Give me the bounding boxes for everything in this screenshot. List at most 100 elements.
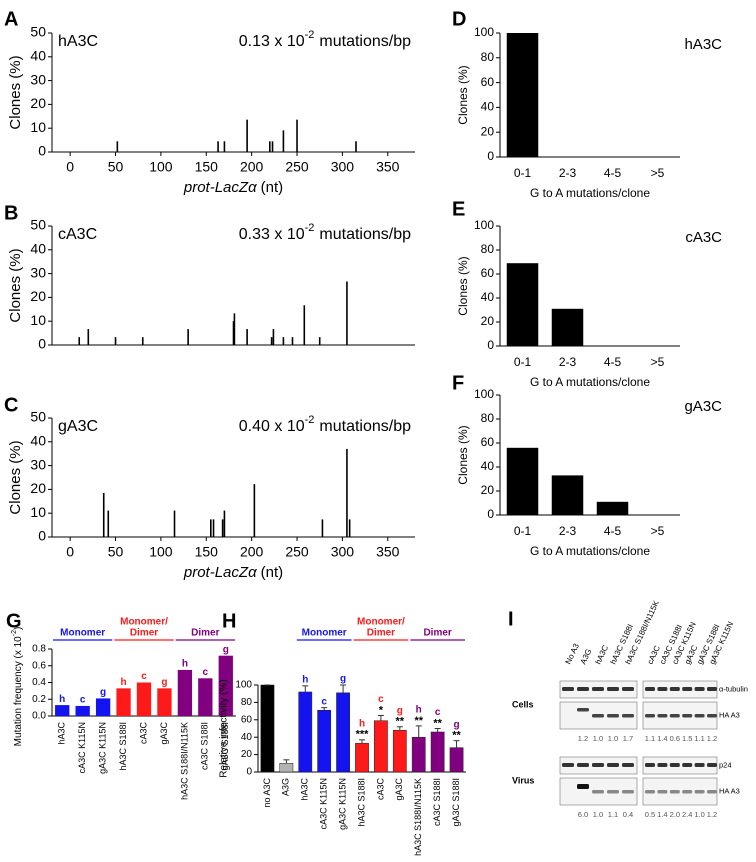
quantification: 2.0 [670,810,680,819]
panel-letter: E [452,198,465,220]
x-tick-label: 4-5 [604,166,622,180]
quantification: 1.1 [645,734,655,743]
blot-band [562,763,574,767]
y-tick-label: 30 [30,264,46,280]
panel-letter: A [4,8,18,30]
quantification: 1.0 [593,810,603,819]
quantification: 0.5 [645,810,655,819]
error-bar [453,740,460,748]
mutation-rate-exponent: -2 [305,414,315,426]
bar [260,684,275,773]
blot-band [645,790,655,794]
y-tick-label: 80 [481,411,495,425]
blot-band [657,790,668,794]
y-tick-label: 40 [481,290,495,304]
x-tick-label: 250 [285,544,309,560]
error-bar [321,707,328,711]
y-tick-label: 0 [38,528,46,544]
blot-band [707,790,717,794]
error-bar [340,684,347,693]
y-tick-label: 0.8 [32,644,46,655]
blot-band [657,763,668,767]
x-tick-label: >5 [651,524,665,538]
bar [198,678,213,716]
x-tick-label: 300 [331,544,355,560]
x-axis-label-italic: prot-LacZα [183,179,257,196]
enzyme-letter: g [453,719,459,730]
group-label: Dimer [367,628,395,639]
blot-band [622,790,634,794]
significance: * [379,704,384,716]
x-tick-label: 2-3 [559,166,577,180]
x-axis-label: prot-LacZα (nt) [183,179,283,196]
x-tick-label: 250 [285,159,309,175]
lane-label: A3G [579,647,594,665]
y-axis-label: Clones (%) [7,440,24,514]
bar [218,655,233,716]
x-tick-label: 4-5 [604,355,622,369]
y-tick-label: 0 [38,143,46,159]
x-tick-label: 0-1 [514,524,532,538]
y-tick-label: 40 [241,732,253,743]
group-label: Dimer [191,628,219,639]
x-tick-label: 0 [66,159,74,175]
annotation: cA3C [685,229,722,246]
x-tick-label: hA3C S188I/N115K [413,778,423,856]
enzyme-letter: h [359,718,365,729]
quantification: 1.4 [657,810,667,819]
x-tick-label: 100 [149,159,173,175]
blot-frame [642,777,718,806]
blot-band [577,687,589,691]
y-tick-label: 100 [474,25,494,39]
x-axis-label: prot-LacZα (nt) [183,564,283,581]
x-tick-label: hA3C S188I [118,722,128,771]
y-axis-label: Clones (%) [456,65,470,124]
bar [506,447,539,515]
x-tick-label: 0-1 [514,355,532,369]
blot-band [592,763,604,767]
mutation-rate-exponent: -2 [305,29,315,41]
blot-band [669,687,680,691]
bar [506,263,539,346]
x-tick-label: hA3C [300,778,310,801]
bar [75,705,90,716]
blot-band [694,714,705,718]
enzyme-letter: c [80,695,86,706]
blot-band [669,714,680,718]
y-tick-label: 0.4 [32,677,46,688]
blot-band [622,687,634,691]
y-axis-label-exponent: -2 [11,630,18,636]
bar [449,747,464,773]
x-tick-label: >5 [651,166,665,180]
y-tick-label: 0.0 [32,711,46,722]
y-tick-label: 40 [30,433,46,449]
blot-band [592,687,604,691]
group-label: Monomer/ [120,617,168,628]
bar [95,698,111,716]
blot-band [607,763,619,767]
y-tick-label: 0 [487,338,494,352]
blot-band [622,714,634,718]
enzyme-letter: g [100,687,106,698]
bar [177,669,193,716]
x-tick-label: 2-3 [559,524,577,538]
quantification: 6.0 [578,810,588,819]
y-tick-label: 0 [487,507,494,521]
y-tick-label: 60 [481,75,495,89]
blot-band [645,763,655,767]
x-tick-label: 150 [195,159,219,175]
quantification: 1.0 [593,734,603,743]
bar [157,688,172,716]
x-axis-label-unit: (nt) [261,564,284,581]
error-bar [283,759,290,764]
blot-band [622,763,634,767]
bar [55,705,70,716]
enzyme-letter: c [378,694,384,705]
blot-band [607,687,619,691]
bar [551,308,584,346]
band-label: HA A3 [719,710,740,719]
group-label: Monomer/ [357,617,405,628]
blot-band [645,687,655,691]
x-tick-label: 50 [108,544,124,560]
y-tick-label: 100 [474,387,494,401]
